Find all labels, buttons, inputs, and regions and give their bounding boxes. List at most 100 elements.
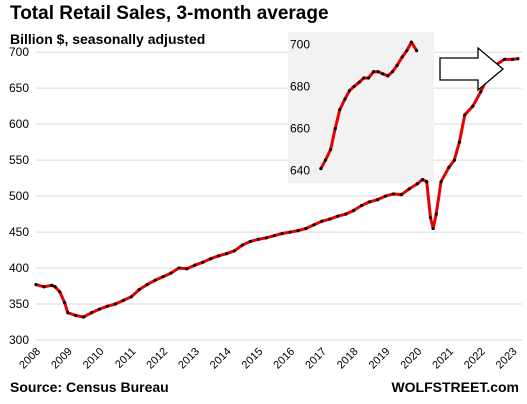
x-tick-label: 2017 xyxy=(303,346,329,372)
data-point xyxy=(359,203,364,208)
data-point xyxy=(399,193,403,197)
brand-label: WOLFSTREET.com xyxy=(391,379,519,395)
data-point xyxy=(383,194,388,198)
data-point xyxy=(137,288,141,292)
y-tick-label: 550 xyxy=(9,153,29,167)
x-tick-label: 2010 xyxy=(81,346,107,372)
y-tick-label: 700 xyxy=(9,45,29,59)
data-point xyxy=(375,198,380,202)
data-point xyxy=(320,219,324,223)
x-tick-label: 2018 xyxy=(335,346,361,372)
inset-data-point xyxy=(352,84,356,89)
chart-subtitle: Billion $, seasonally adjusted xyxy=(10,31,206,47)
data-point xyxy=(391,192,395,196)
inset-data-point xyxy=(409,40,413,44)
data-point xyxy=(193,263,197,267)
data-point xyxy=(89,311,94,315)
inset-data-point xyxy=(371,70,376,74)
y-tick-label: 350 xyxy=(9,297,29,311)
x-tick-label: 2015 xyxy=(240,346,266,372)
inset-data-point xyxy=(395,63,399,67)
data-point xyxy=(82,315,86,319)
x-tick-label: 2012 xyxy=(144,346,170,372)
data-point xyxy=(217,254,221,258)
data-point xyxy=(129,295,133,299)
data-point xyxy=(516,57,520,61)
data-point xyxy=(447,165,451,169)
data-point xyxy=(209,257,213,261)
data-point xyxy=(344,212,348,216)
data-point xyxy=(420,177,425,182)
inset-data-point xyxy=(362,76,366,80)
data-point xyxy=(328,217,332,221)
data-point xyxy=(452,158,456,162)
data-point xyxy=(153,278,157,282)
data-point xyxy=(248,239,253,244)
data-point xyxy=(66,311,70,315)
data-point xyxy=(304,226,308,231)
data-point xyxy=(312,223,316,227)
y-tick-label: 450 xyxy=(9,225,29,239)
data-point xyxy=(97,307,102,311)
y-tick-label: 650 xyxy=(9,81,29,95)
x-tick-label: 2011 xyxy=(113,346,138,371)
data-point xyxy=(272,234,276,238)
source-label: Source: Census Bureau xyxy=(10,379,169,395)
inset-data-point xyxy=(386,74,390,78)
inset-y-tick-label: 700 xyxy=(290,37,310,51)
inset-data-point xyxy=(414,49,419,53)
x-tick-label: 2016 xyxy=(271,346,297,372)
x-tick-label: 2020 xyxy=(398,346,424,372)
data-point xyxy=(53,285,57,289)
data-point xyxy=(42,285,46,289)
data-point xyxy=(169,271,173,275)
data-point xyxy=(177,266,181,270)
data-point xyxy=(201,260,205,264)
inset-panel xyxy=(288,32,434,183)
data-point xyxy=(62,300,67,305)
inset-data-point xyxy=(400,55,404,59)
data-point xyxy=(288,230,292,234)
data-point xyxy=(34,282,38,287)
data-point xyxy=(457,140,462,144)
data-point xyxy=(415,182,419,186)
inset-data-point xyxy=(390,70,395,74)
x-tick-label: 2023 xyxy=(494,346,520,372)
data-point xyxy=(502,57,507,61)
data-point xyxy=(256,237,260,241)
data-point xyxy=(336,214,340,218)
y-tick-label: 300 xyxy=(9,333,29,347)
data-point xyxy=(352,208,356,213)
data-point xyxy=(280,231,284,236)
y-tick-label: 600 xyxy=(9,117,29,131)
inset-data-point xyxy=(343,97,347,101)
data-point xyxy=(185,267,189,271)
series-line xyxy=(35,57,519,319)
inset-data-point xyxy=(338,108,342,112)
data-point xyxy=(428,216,433,220)
data-point xyxy=(439,180,443,184)
callout-arrow-icon xyxy=(439,46,505,92)
inset-data-point xyxy=(381,72,385,76)
data-point xyxy=(431,226,435,231)
x-tick-label: 2019 xyxy=(367,346,393,372)
inset-y-tick-label: 680 xyxy=(290,79,310,93)
inset-data-point xyxy=(329,148,333,152)
x-tick-label: 2009 xyxy=(49,346,75,372)
data-point xyxy=(105,304,110,308)
inset-data-point xyxy=(357,80,361,84)
inset-data-point xyxy=(347,89,352,93)
data-point xyxy=(145,282,149,287)
data-point xyxy=(58,290,62,294)
inset-data-point xyxy=(376,70,380,74)
data-point xyxy=(367,200,372,204)
data-point xyxy=(407,187,411,191)
data-point xyxy=(425,180,429,184)
x-tick-label: 2014 xyxy=(208,346,234,372)
inset-y-tick-label: 640 xyxy=(290,164,310,178)
data-point xyxy=(74,313,78,318)
inset-data-point xyxy=(319,166,323,171)
data-point xyxy=(50,283,54,287)
